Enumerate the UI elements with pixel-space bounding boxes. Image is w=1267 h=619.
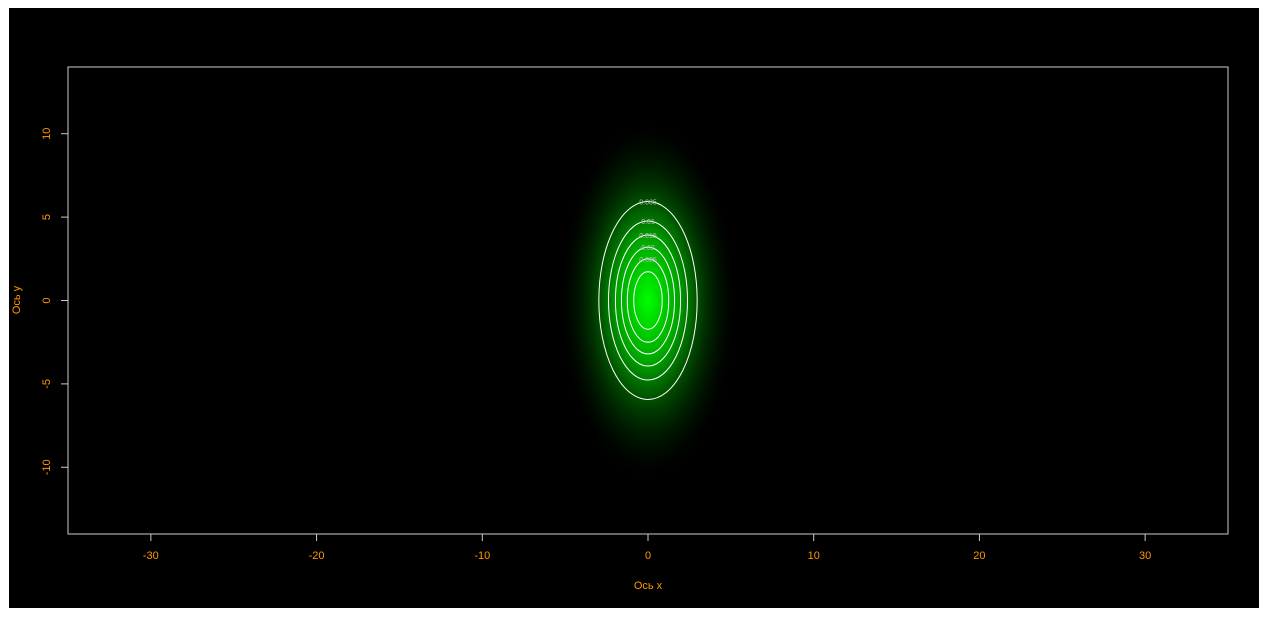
y-axis-label: Ось y bbox=[11, 285, 23, 314]
density-heatmap bbox=[561, 125, 735, 476]
contour-line bbox=[633, 271, 663, 330]
y-axis: -10 -5 0 5 10 bbox=[41, 128, 69, 475]
contour-line bbox=[614, 234, 682, 367]
x-tick-label: 10 bbox=[808, 550, 820, 562]
x-tick-label: 0 bbox=[645, 550, 651, 562]
y-tick-label: -10 bbox=[41, 459, 53, 475]
contour-line bbox=[598, 201, 698, 400]
contour-line bbox=[626, 258, 670, 343]
y-tick-label: 0 bbox=[41, 297, 53, 303]
density-plot: 0.005 0.01 0.015 0.02 0.025 -30 -20 -10 0 10 20 30… bbox=[11, 66, 1229, 592]
contour-line bbox=[607, 220, 689, 381]
x-tick-label: 20 bbox=[973, 550, 985, 562]
x-tick-label: -20 bbox=[309, 550, 325, 562]
y-tick-label: 10 bbox=[41, 128, 53, 140]
contour-label: 0.01 bbox=[641, 219, 655, 226]
contour-label: 0.025 bbox=[639, 257, 657, 264]
contour-line bbox=[620, 246, 676, 355]
contour-label: 0.015 bbox=[639, 233, 657, 240]
x-tick-label: -10 bbox=[474, 550, 490, 562]
x-tick-label: -30 bbox=[143, 550, 159, 562]
x-axis-label: Ось x bbox=[634, 580, 663, 592]
plot-area: 0.005 0.01 0.015 0.02 0.025 -30 -20 -10 0 10 20 30… bbox=[9, 8, 1259, 608]
x-axis: -30 -20 -10 0 10 20 30 bbox=[143, 533, 1151, 562]
contour-lines: 0.005 0.01 0.015 0.02 0.025 bbox=[598, 200, 698, 400]
y-tick-label: -5 bbox=[41, 379, 53, 389]
contour-label: 0.005 bbox=[639, 200, 657, 207]
x-tick-label: 30 bbox=[1139, 550, 1151, 562]
contour-label: 0.02 bbox=[641, 245, 655, 252]
y-tick-label: 5 bbox=[41, 214, 53, 220]
